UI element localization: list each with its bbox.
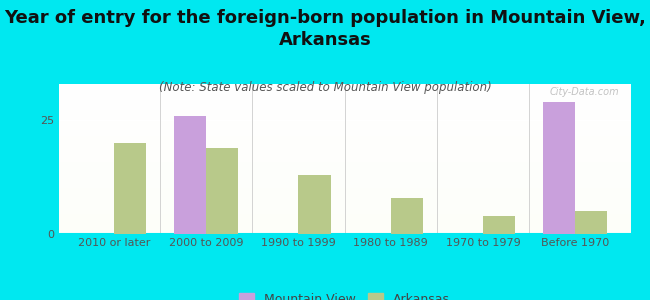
- Bar: [174, 116, 206, 234]
- Legend: Mountain View, Arkansas: Mountain View, Arkansas: [239, 293, 450, 300]
- Text: (Note: State values scaled to Mountain View population): (Note: State values scaled to Mountain V…: [159, 81, 491, 94]
- Bar: [575, 211, 608, 234]
- Bar: [114, 143, 146, 234]
- Bar: [483, 216, 515, 234]
- Text: Year of entry for the foreign-born population in Mountain View,
Arkansas: Year of entry for the foreign-born popul…: [4, 9, 646, 49]
- Bar: [206, 148, 239, 234]
- Text: City-Data.com: City-Data.com: [549, 87, 619, 97]
- Bar: [391, 198, 423, 234]
- Bar: [543, 102, 575, 234]
- Bar: [298, 175, 331, 234]
